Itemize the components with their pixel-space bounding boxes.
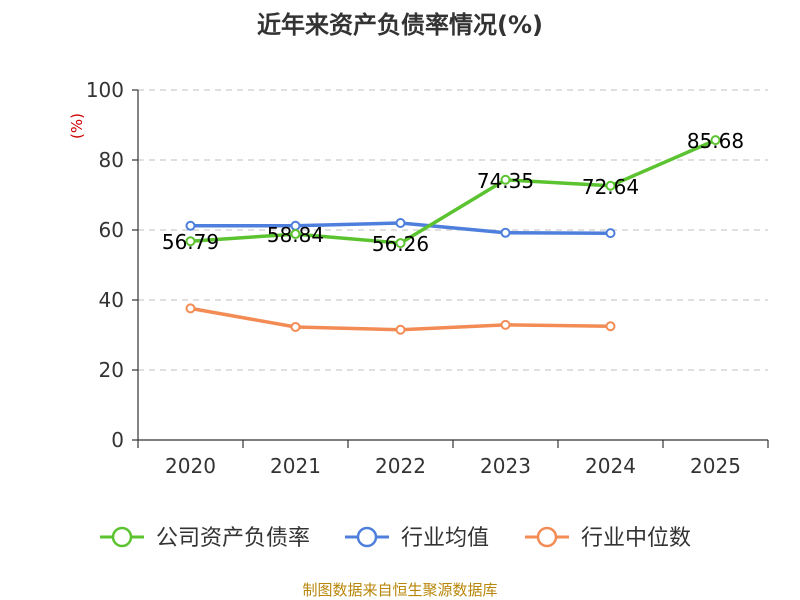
- series-2: [185, 218, 616, 239]
- data-point-2021[interactable]: [290, 321, 301, 332]
- x-tick-label-2022: 2022: [375, 454, 426, 478]
- data-point-2024[interactable]: [605, 321, 616, 332]
- legend-item-3[interactable]: 行业中位数: [525, 526, 691, 551]
- chart-title: 近年来资产负债率情况(%): [257, 11, 543, 39]
- data-point-2020[interactable]: [185, 303, 196, 314]
- data-point-2020[interactable]: [185, 236, 196, 247]
- data-point-2021[interactable]: [290, 229, 301, 240]
- data-point-2024[interactable]: [605, 228, 616, 239]
- data-label-2021: 58.84: [267, 223, 324, 247]
- data-label-2025: 85.68: [687, 129, 744, 153]
- x-tick-label-2021: 2021: [270, 454, 321, 478]
- y-tick-label: 80: [99, 148, 124, 172]
- data-label-2024: 72.64: [582, 175, 639, 199]
- grid-lines: [138, 89, 768, 371]
- x-tick-label-2024: 2024: [585, 454, 636, 478]
- series-3: [185, 303, 616, 335]
- x-tick-label-2023: 2023: [480, 454, 531, 478]
- legend-label: 行业均值: [401, 526, 489, 551]
- legend-item-2[interactable]: 行业均值: [345, 526, 489, 551]
- y-tick-label: 20: [99, 358, 124, 382]
- x-tick-label-2020: 2020: [165, 454, 216, 478]
- legend-item-1[interactable]: 公司资产负债率: [100, 526, 310, 551]
- legend-marker: [356, 526, 378, 548]
- x-tick-label-2025: 2025: [690, 454, 741, 478]
- legend-label: 行业中位数: [581, 526, 691, 551]
- series-1: [185, 135, 721, 249]
- y-tick-label: 0: [111, 428, 124, 452]
- data-point-2023[interactable]: [500, 319, 511, 330]
- y-axis-unit: (%): [68, 113, 86, 139]
- series-layer: [185, 135, 721, 335]
- axes: 0 20 40 60 80 100 2020 2021 2022 2023 2024 2025: [86, 78, 769, 478]
- data-point-2023[interactable]: [500, 174, 511, 185]
- legend-marker: [536, 526, 558, 548]
- data-point-2022[interactable]: [395, 324, 406, 335]
- data-point-2022[interactable]: [395, 238, 406, 249]
- data-point-2022[interactable]: [395, 218, 406, 228]
- y-tick-label: 100: [86, 78, 124, 102]
- data-point-2023[interactable]: [500, 227, 511, 238]
- data-label-2023: 74.35: [477, 169, 534, 193]
- data-point-2024[interactable]: [605, 180, 616, 191]
- source-note: 制图数据来自恒生聚源数据库: [302, 581, 497, 599]
- data-label-2022: 56.26: [372, 232, 429, 256]
- legend-marker: [111, 526, 133, 548]
- data-labels: 56.79 58.84 56.26 74.35 72.64 85.68: [162, 129, 744, 256]
- y-tick-label: 40: [99, 288, 124, 312]
- legend-label: 公司资产负债率: [156, 526, 310, 551]
- data-point-2025[interactable]: [710, 135, 721, 146]
- series-line: [188, 138, 718, 245]
- y-tick-label: 60: [99, 218, 124, 242]
- data-point-2020[interactable]: [185, 220, 196, 231]
- data-label-2020: 56.79: [162, 230, 219, 254]
- legend[interactable]: 公司资产负债率 行业均值 行业中位数: [100, 526, 691, 551]
